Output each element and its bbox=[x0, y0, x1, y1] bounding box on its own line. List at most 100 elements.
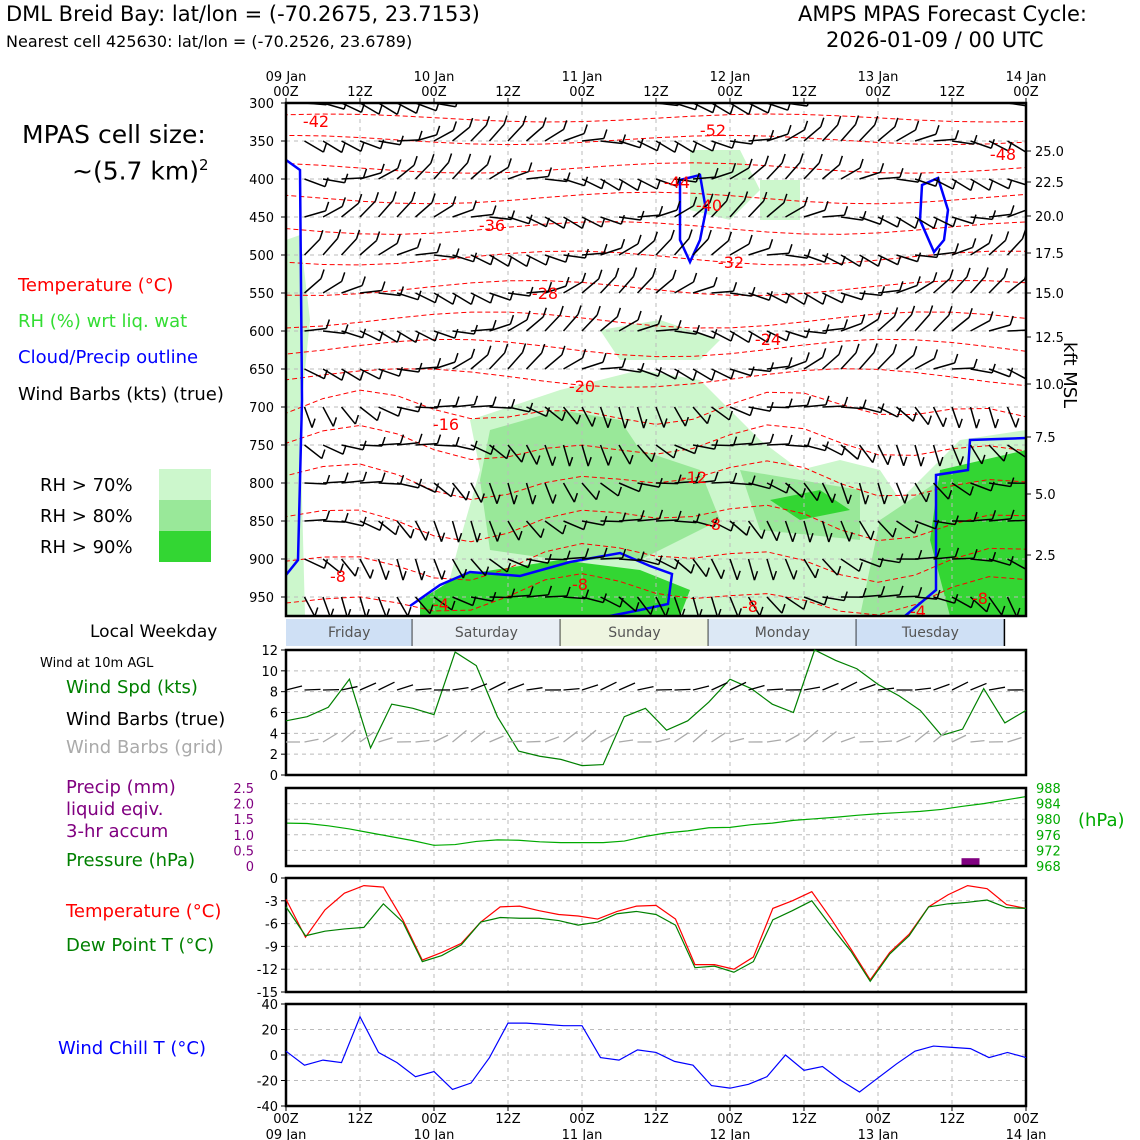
wind-barb-flag bbox=[454, 103, 458, 107]
wind-barb-flag bbox=[732, 472, 738, 483]
wind-barb bbox=[729, 243, 750, 256]
wind-barb-flag bbox=[991, 509, 997, 520]
wind-barb bbox=[785, 129, 805, 142]
wind-barb bbox=[970, 518, 993, 522]
wind-barb-flag bbox=[587, 456, 592, 467]
top-time-label: 12Z bbox=[643, 85, 669, 100]
wind-barb-flag bbox=[602, 353, 607, 363]
wind-barb-flag bbox=[1009, 477, 1015, 487]
wind-barb bbox=[433, 520, 443, 542]
wind-barb bbox=[896, 178, 919, 183]
wind-barb-flag bbox=[435, 125, 441, 136]
wind-barb bbox=[803, 444, 826, 452]
wind-barb bbox=[341, 140, 362, 152]
wind-barb bbox=[840, 123, 857, 142]
wind-barb-flag bbox=[670, 229, 675, 240]
wind-barb bbox=[396, 520, 412, 539]
wind-barb-flag bbox=[489, 293, 495, 304]
wind-barb-grid bbox=[304, 738, 319, 743]
wind-barb bbox=[507, 558, 529, 569]
wind-barb bbox=[452, 330, 475, 335]
wind-barb-flag bbox=[321, 449, 326, 459]
wind-barb bbox=[618, 275, 635, 294]
wind-barb bbox=[451, 162, 469, 180]
wind-barb-flag bbox=[476, 532, 481, 543]
wind-barb-flag bbox=[872, 453, 877, 463]
temp-contour-label: -8 bbox=[705, 515, 721, 534]
wind-barb bbox=[766, 558, 775, 581]
wind-barb bbox=[933, 362, 955, 370]
wind-barb-flag bbox=[528, 402, 534, 413]
wind-barb bbox=[433, 558, 443, 580]
wind-barb bbox=[933, 251, 956, 256]
wind-barb bbox=[303, 596, 316, 616]
temp-contour-label: -44 bbox=[664, 173, 690, 192]
wind-barb bbox=[859, 254, 879, 267]
wind-barb-true bbox=[859, 683, 876, 691]
wind-barb bbox=[378, 406, 399, 417]
wind-barb bbox=[655, 482, 679, 485]
panel-tick-label: -9 bbox=[265, 940, 278, 955]
wind-barb bbox=[803, 162, 820, 180]
wind-barb-true bbox=[415, 687, 432, 691]
wind-barb-flag bbox=[492, 396, 497, 406]
wind-barb bbox=[896, 406, 914, 422]
wind-barb bbox=[674, 281, 694, 294]
wind-barb-flag bbox=[503, 115, 508, 125]
wind-barb-grid bbox=[877, 740, 893, 743]
wind-barb-flag bbox=[836, 115, 842, 126]
wind-barb-flag bbox=[551, 456, 557, 466]
wind-barb-flag bbox=[857, 450, 862, 460]
wind-barb-flag bbox=[542, 117, 547, 127]
dewpoint-line bbox=[285, 899, 1027, 983]
wind-barb bbox=[322, 444, 344, 455]
wind-barb-grid bbox=[581, 729, 597, 743]
wind-barb-flag bbox=[828, 532, 833, 543]
wind-barb bbox=[841, 103, 843, 104]
wind-barb-flag bbox=[899, 168, 904, 178]
wind-barb bbox=[637, 558, 659, 566]
wind-barb bbox=[692, 406, 708, 425]
wind-barb bbox=[415, 103, 437, 112]
kft-tick-label: 20.0 bbox=[1035, 210, 1064, 225]
cloud-outline-low bbox=[409, 551, 674, 616]
wind-barb bbox=[729, 330, 750, 344]
wind-barb bbox=[526, 316, 544, 332]
wind-barb bbox=[896, 129, 916, 142]
cloud-outline bbox=[286, 158, 1026, 616]
wind-barb-true bbox=[970, 682, 987, 691]
wind-barb-flag bbox=[526, 257, 531, 267]
wind-barb bbox=[544, 254, 567, 263]
wind-barb-flag bbox=[954, 515, 959, 525]
wind-barb-true bbox=[951, 681, 969, 691]
temp-contour-label: -28 bbox=[532, 284, 558, 303]
wind-barb-flag bbox=[576, 414, 581, 425]
wind-barb-true bbox=[988, 686, 1006, 691]
wind-barb bbox=[415, 482, 436, 494]
wind-barb bbox=[766, 133, 789, 142]
pressure-line bbox=[285, 795, 1027, 846]
wind-barb bbox=[600, 178, 620, 191]
wind-barb bbox=[785, 404, 808, 408]
wind-barb-flag bbox=[379, 521, 384, 531]
wind-barb-flag bbox=[632, 267, 638, 277]
wind-barb bbox=[618, 319, 639, 332]
wind-barb bbox=[470, 354, 489, 370]
wind-barb-true bbox=[470, 683, 488, 691]
wind-barb bbox=[618, 178, 639, 192]
wind-barb bbox=[599, 406, 609, 428]
wind-barb-flag bbox=[621, 358, 627, 368]
wind-barb-flag bbox=[473, 324, 479, 335]
wind-barb bbox=[766, 330, 788, 342]
wind-barb bbox=[655, 519, 679, 522]
wind-barb bbox=[655, 328, 678, 332]
wind-barb bbox=[914, 406, 929, 426]
wind-barb bbox=[599, 276, 617, 294]
wind-barb bbox=[340, 596, 348, 616]
wind-barb-flag bbox=[584, 248, 590, 259]
wind-barb-flag bbox=[870, 530, 875, 541]
wind-barb-flag bbox=[562, 524, 567, 535]
wind-barb-flag bbox=[542, 78, 545, 87]
panel-tick-label: 10 bbox=[261, 665, 278, 680]
wind-barb-flag bbox=[600, 217, 606, 228]
